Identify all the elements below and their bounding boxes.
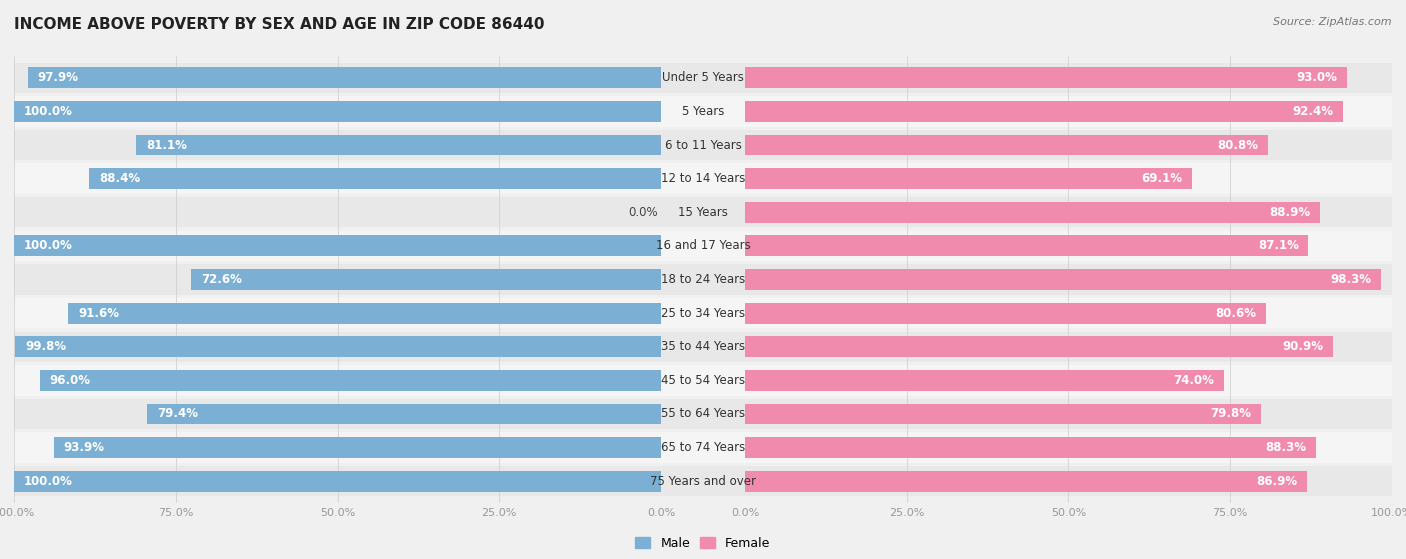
Bar — [14, 130, 1392, 160]
Text: 87.1%: 87.1% — [1258, 239, 1299, 252]
Text: 75 Years and over: 75 Years and over — [650, 475, 756, 488]
Text: 79.4%: 79.4% — [157, 408, 198, 420]
Bar — [14, 399, 1392, 429]
Bar — [14, 197, 1392, 228]
Bar — [191, 269, 661, 290]
Bar — [14, 466, 1392, 496]
Bar — [14, 298, 1392, 328]
Bar — [14, 264, 1392, 295]
Bar — [136, 135, 661, 155]
Bar — [39, 370, 661, 391]
Bar — [745, 303, 1267, 324]
Text: 88.9%: 88.9% — [1270, 206, 1310, 219]
Text: 72.6%: 72.6% — [201, 273, 242, 286]
Bar — [745, 437, 1316, 458]
Bar — [14, 63, 1392, 93]
Text: Source: ZipAtlas.com: Source: ZipAtlas.com — [1274, 17, 1392, 27]
Bar — [14, 96, 1392, 126]
Bar — [745, 370, 1223, 391]
Bar — [14, 101, 661, 122]
Bar — [14, 365, 1392, 396]
Bar — [745, 235, 1309, 256]
Text: 5 Years: 5 Years — [682, 105, 724, 118]
Bar — [69, 303, 661, 324]
Text: 69.1%: 69.1% — [1142, 172, 1182, 185]
Text: 99.8%: 99.8% — [25, 340, 66, 353]
Text: 45 to 54 Years: 45 to 54 Years — [661, 374, 745, 387]
Bar — [15, 337, 661, 357]
Text: 88.4%: 88.4% — [98, 172, 141, 185]
Text: 92.4%: 92.4% — [1292, 105, 1333, 118]
Text: 55 to 64 Years: 55 to 64 Years — [661, 408, 745, 420]
Text: 16 and 17 Years: 16 and 17 Years — [655, 239, 751, 252]
Bar — [745, 471, 1308, 492]
Bar — [745, 101, 1343, 122]
Text: 18 to 24 Years: 18 to 24 Years — [661, 273, 745, 286]
Bar — [745, 269, 1381, 290]
Text: 80.6%: 80.6% — [1216, 307, 1257, 320]
Bar — [14, 163, 1392, 194]
Bar — [89, 168, 661, 189]
Bar — [745, 202, 1320, 222]
Text: 86.9%: 86.9% — [1257, 475, 1298, 488]
Text: 100.0%: 100.0% — [24, 239, 73, 252]
Text: 90.9%: 90.9% — [1282, 340, 1323, 353]
Bar — [745, 168, 1192, 189]
Text: 97.9%: 97.9% — [38, 71, 79, 84]
Text: 35 to 44 Years: 35 to 44 Years — [661, 340, 745, 353]
Text: 74.0%: 74.0% — [1173, 374, 1213, 387]
Text: 96.0%: 96.0% — [49, 374, 90, 387]
Text: 65 to 74 Years: 65 to 74 Years — [661, 441, 745, 454]
Text: 81.1%: 81.1% — [146, 139, 187, 151]
Bar — [28, 67, 661, 88]
Text: 100.0%: 100.0% — [24, 105, 73, 118]
Bar — [14, 331, 1392, 362]
Bar — [14, 471, 661, 492]
Bar — [14, 231, 1392, 261]
Text: 93.9%: 93.9% — [63, 441, 104, 454]
Text: 0.0%: 0.0% — [628, 206, 658, 219]
Bar — [14, 433, 1392, 463]
Text: INCOME ABOVE POVERTY BY SEX AND AGE IN ZIP CODE 86440: INCOME ABOVE POVERTY BY SEX AND AGE IN Z… — [14, 17, 544, 32]
Text: 79.8%: 79.8% — [1211, 408, 1251, 420]
Text: 6 to 11 Years: 6 to 11 Years — [665, 139, 741, 151]
Text: 98.3%: 98.3% — [1330, 273, 1371, 286]
Bar — [14, 235, 661, 256]
Text: 88.3%: 88.3% — [1265, 441, 1306, 454]
Bar — [745, 67, 1347, 88]
Bar — [745, 135, 1268, 155]
Bar — [148, 404, 661, 424]
Bar — [745, 404, 1261, 424]
Legend: Male, Female: Male, Female — [630, 532, 776, 555]
Text: 12 to 14 Years: 12 to 14 Years — [661, 172, 745, 185]
Text: 25 to 34 Years: 25 to 34 Years — [661, 307, 745, 320]
Bar — [53, 437, 661, 458]
Text: 15 Years: 15 Years — [678, 206, 728, 219]
Text: 91.6%: 91.6% — [79, 307, 120, 320]
Text: Under 5 Years: Under 5 Years — [662, 71, 744, 84]
Text: 93.0%: 93.0% — [1296, 71, 1337, 84]
Text: 100.0%: 100.0% — [24, 475, 73, 488]
Bar — [745, 337, 1333, 357]
Text: 80.8%: 80.8% — [1218, 139, 1258, 151]
